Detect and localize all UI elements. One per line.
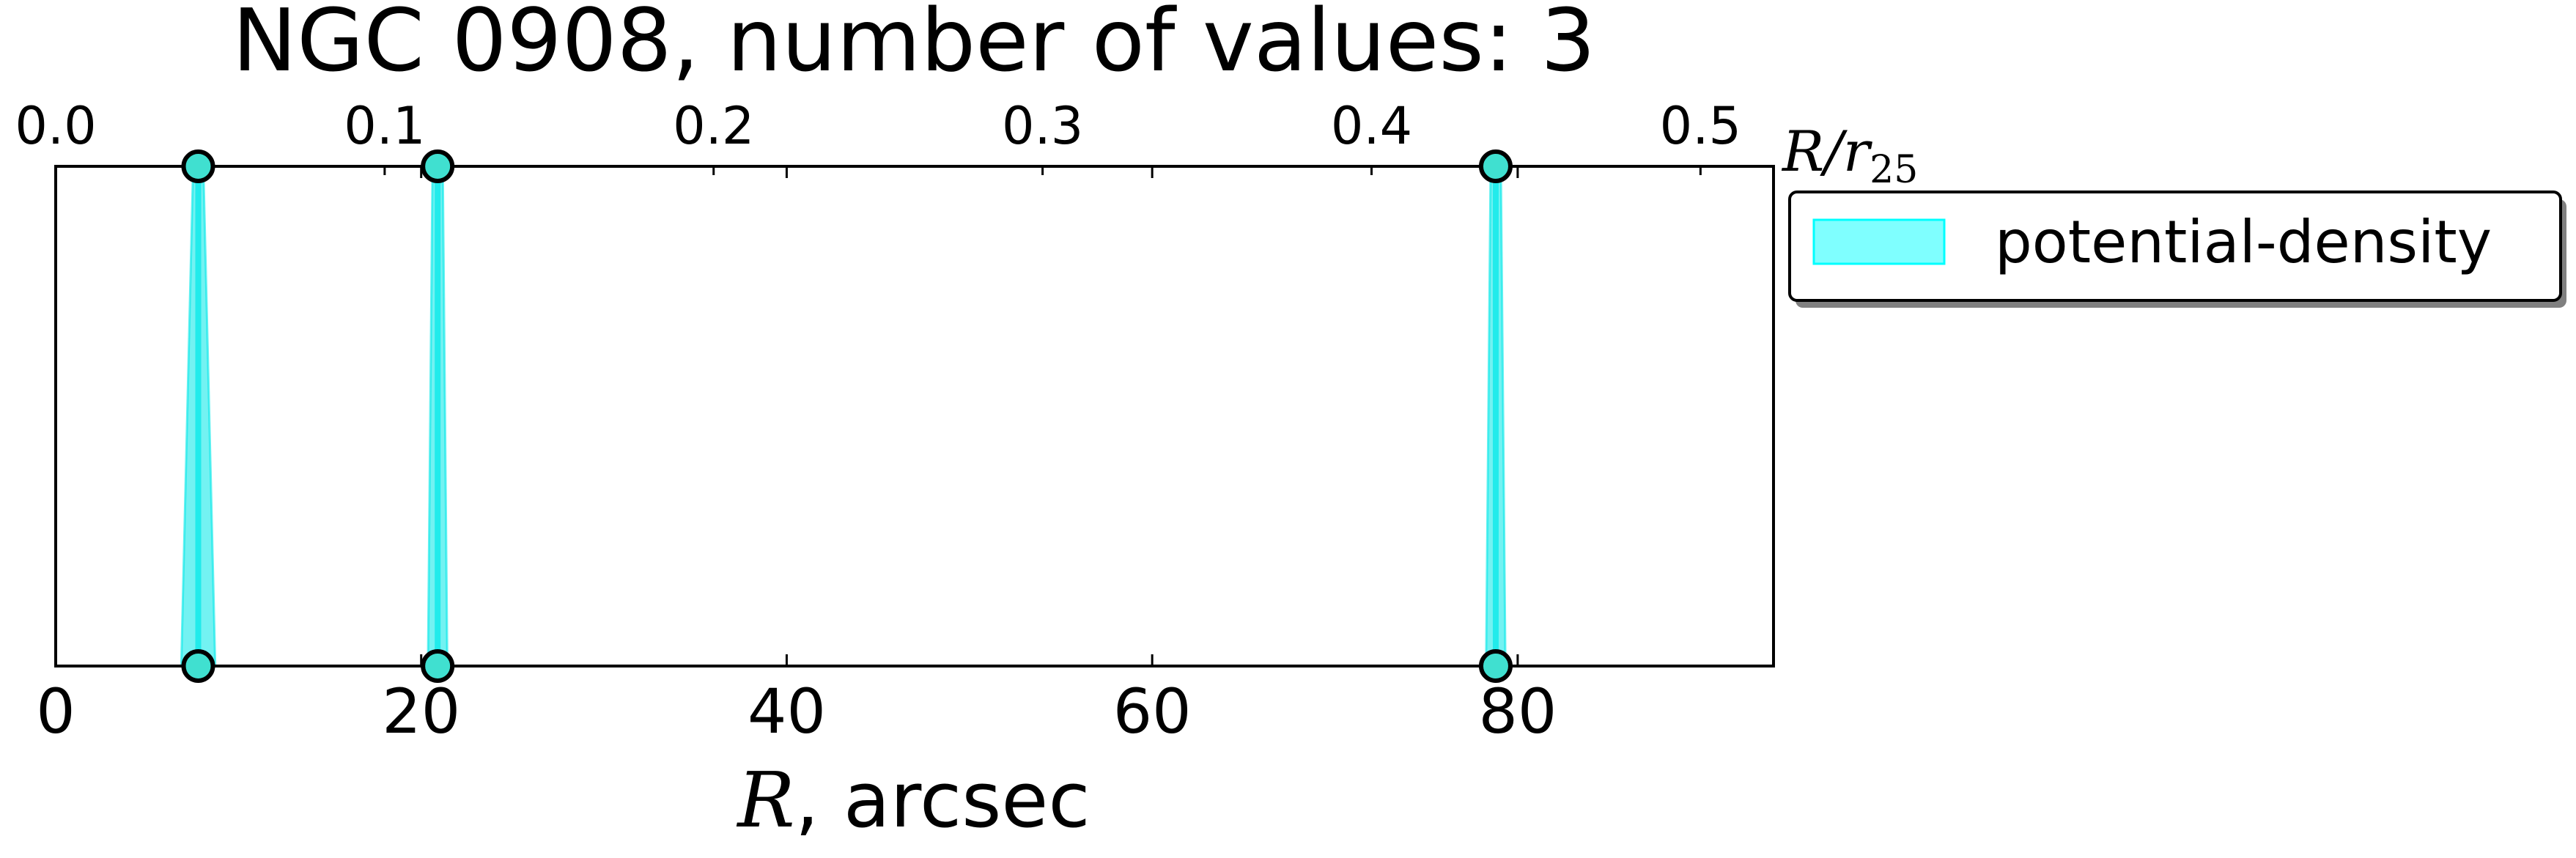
top-x-axis-label-sub: 25 — [1870, 148, 1918, 192]
series-bands — [180, 165, 1507, 667]
x-tick-label: 60 — [1113, 676, 1192, 747]
data-point — [421, 649, 455, 683]
top-x-tick-label: 0.2 — [673, 96, 754, 156]
top-x-tick-label: 0.1 — [344, 96, 425, 156]
plot-frame — [54, 165, 1775, 667]
legend-label: potential-density — [1995, 208, 2492, 276]
x-tick-label: 80 — [1478, 676, 1557, 747]
x-tick-label: 20 — [382, 676, 460, 747]
data-point — [421, 149, 455, 183]
top-x-tick-label: 0.5 — [1660, 96, 1741, 156]
axis-ticks — [54, 166, 1702, 666]
series-points — [181, 149, 1513, 683]
x-tick-label: 0 — [36, 676, 75, 747]
x-axis-label: R, arcsec — [736, 755, 1090, 845]
x-axis-label-unit: , arcsec — [795, 755, 1090, 845]
x-axis-label-symbol: R — [736, 755, 794, 845]
top-x-tick-label: 0.3 — [1002, 96, 1083, 156]
top-x-tick-label: 0.0 — [15, 96, 96, 156]
legend: potential-density — [1788, 191, 2566, 308]
legend-box — [1788, 191, 2562, 302]
top-x-tick-label: 0.4 — [1331, 96, 1412, 156]
data-point — [181, 649, 215, 683]
top-x-axis-label-main: R/r — [1781, 119, 1873, 184]
data-point — [181, 149, 215, 183]
tick-labels: 0 20 40 60 80 0.0 0.1 0.2 0.3 0.4 0.5 — [15, 96, 1741, 747]
data-point — [1478, 149, 1513, 183]
data-point — [1478, 649, 1513, 683]
chart-title: NGC 0908, number of values: 3 — [232, 0, 1595, 91]
x-tick-label: 40 — [748, 676, 826, 747]
top-x-axis-label: R/r25 — [1781, 119, 1918, 192]
legend-swatch — [1812, 218, 1946, 265]
